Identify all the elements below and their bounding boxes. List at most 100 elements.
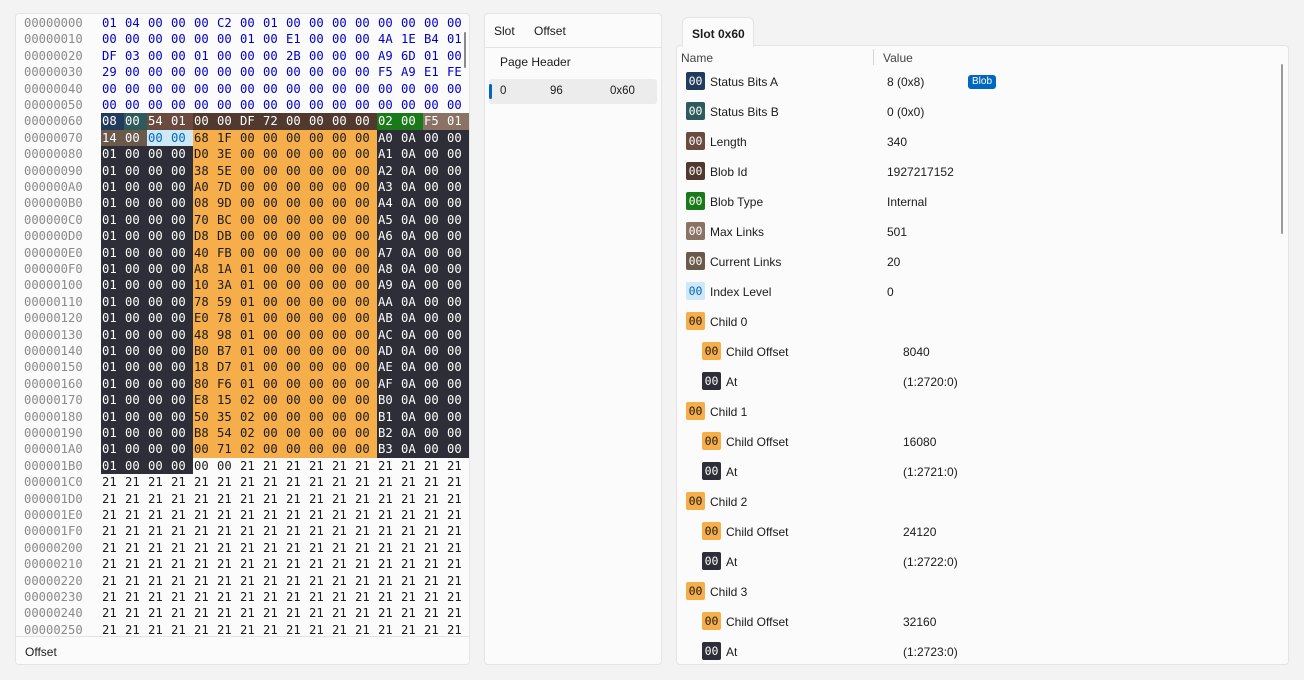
hex-byte[interactable]: 00 — [332, 65, 347, 80]
hex-byte[interactable]: 21 — [424, 475, 439, 490]
hex-byte[interactable]: 00 — [331, 228, 354, 245]
hex-byte[interactable]: 00 — [332, 16, 347, 30]
hex-byte[interactable]: 00 — [331, 113, 354, 130]
hex-byte[interactable]: 01 — [447, 32, 462, 47]
hex-byte[interactable]: 00 — [285, 425, 308, 442]
hex-byte[interactable]: 21 — [102, 540, 117, 555]
hex-byte[interactable]: 01 — [263, 16, 278, 30]
hex-byte[interactable]: 21 — [194, 475, 209, 490]
hex-byte[interactable]: 21 — [378, 590, 393, 604]
hex-byte[interactable]: 21 — [332, 491, 347, 506]
hex-byte[interactable]: 01 — [239, 359, 262, 376]
hex-byte[interactable]: 00 — [447, 48, 462, 63]
hex-byte[interactable]: 21 — [171, 606, 186, 621]
hex-byte[interactable]: 21 — [424, 524, 439, 539]
hex-byte[interactable]: 3A — [216, 277, 239, 294]
hex-byte[interactable]: 1E — [401, 32, 416, 47]
hex-byte[interactable]: 00 — [262, 392, 285, 409]
hex-byte[interactable]: 00 — [355, 32, 370, 47]
hex-byte[interactable]: F5 — [378, 65, 393, 80]
hex-byte[interactable]: FB — [216, 244, 239, 261]
hex-byte[interactable]: 00 — [308, 195, 331, 212]
hex-byte[interactable]: 00 — [378, 98, 393, 112]
hex-byte[interactable]: 29 — [102, 65, 117, 80]
hex-byte[interactable]: 00 — [124, 228, 147, 245]
hex-byte[interactable]: 21 — [217, 524, 232, 539]
hex-byte[interactable]: 00 — [124, 195, 147, 212]
hex-byte[interactable]: 00 — [170, 162, 193, 179]
hex-byte[interactable]: 21 — [355, 458, 370, 473]
hex-byte[interactable]: 00 — [308, 277, 331, 294]
hex-byte[interactable]: 21 — [286, 540, 301, 555]
hex-byte[interactable]: 21 — [102, 557, 117, 572]
hex-byte[interactable]: 00 — [147, 326, 170, 343]
hex-byte[interactable]: AE — [377, 359, 400, 376]
hex-byte[interactable]: 00 — [354, 408, 377, 425]
hex-byte[interactable]: 0A — [400, 162, 423, 179]
hex-byte[interactable]: 00 — [262, 195, 285, 212]
field-row[interactable]: 00 Child Offset 32160 — [702, 612, 1276, 642]
hex-byte[interactable]: 00 — [331, 359, 354, 376]
hex-byte[interactable]: 01 — [101, 179, 124, 196]
hex-byte[interactable]: 21 — [217, 491, 232, 506]
hex-byte[interactable]: 00 — [240, 81, 255, 96]
hex-byte[interactable]: 00 — [262, 244, 285, 261]
hex-byte[interactable]: 00 — [354, 375, 377, 393]
hex-byte[interactable]: 00 — [332, 81, 347, 96]
hex-byte[interactable]: 21 — [332, 557, 347, 572]
hex-byte[interactable]: 00 — [147, 359, 170, 376]
hex-byte[interactable]: 00 — [147, 129, 170, 147]
hex-byte[interactable]: 21 — [148, 475, 163, 490]
hex-byte[interactable]: 00 — [309, 65, 324, 80]
hex-byte[interactable]: DB — [216, 228, 239, 245]
hex-byte[interactable]: 0A — [400, 392, 423, 409]
hex-byte[interactable]: 00 — [354, 195, 377, 212]
hex-byte[interactable]: 00 — [147, 228, 170, 245]
hex-byte[interactable]: 00 — [262, 228, 285, 245]
hex-byte[interactable]: 21 — [263, 606, 278, 621]
hex-byte[interactable]: 21 — [355, 573, 370, 588]
hex-byte[interactable]: 21 — [355, 606, 370, 621]
hex-byte[interactable]: 21 — [240, 557, 255, 572]
hex-byte[interactable]: 21 — [332, 475, 347, 490]
hex-byte[interactable]: 00 — [148, 32, 163, 47]
hex-byte[interactable]: 00 — [262, 211, 285, 229]
hex-byte[interactable]: 00 — [446, 310, 469, 327]
hex-byte[interactable]: A9 — [401, 65, 416, 80]
hex-byte[interactable]: 00 — [354, 343, 377, 360]
hex-byte[interactable]: 00 — [309, 81, 324, 96]
hex-byte[interactable]: 00 — [263, 81, 278, 96]
hex-byte[interactable]: 04 — [125, 16, 140, 30]
hex-byte[interactable]: 00 — [285, 146, 308, 163]
hex-byte[interactable]: B2 — [377, 425, 400, 442]
hex-byte[interactable]: A2 — [377, 162, 400, 179]
hex-byte[interactable]: 00 — [124, 375, 147, 393]
hex-byte[interactable]: 00 — [332, 48, 347, 63]
hex-byte[interactable]: 00 — [217, 32, 232, 47]
hex-byte[interactable]: 00 — [354, 425, 377, 442]
hex-byte[interactable]: 00 — [308, 310, 331, 327]
hex-byte[interactable]: 00 — [124, 326, 147, 343]
hex-byte[interactable]: 00 — [446, 359, 469, 376]
hex-byte[interactable]: 21 — [263, 458, 278, 473]
hex-byte[interactable]: 00 — [239, 211, 262, 229]
hex-byte[interactable]: 21 — [286, 622, 301, 637]
hex-byte[interactable]: 00 — [170, 457, 193, 475]
hex-byte[interactable]: 0A — [400, 293, 423, 311]
hex-byte[interactable]: 00 — [331, 195, 354, 212]
column-header-value[interactable]: Value — [883, 51, 913, 65]
hex-byte[interactable]: 00 — [400, 113, 423, 130]
hex-byte[interactable]: A3 — [377, 179, 400, 196]
hex-byte[interactable]: 00 — [446, 179, 469, 196]
hex-byte[interactable]: 21 — [217, 475, 232, 490]
hex-byte[interactable]: 00 — [423, 343, 446, 360]
hex-byte[interactable]: 21 — [286, 524, 301, 539]
hex-byte[interactable]: 00 — [285, 129, 308, 147]
hex-byte[interactable]: AB — [377, 310, 400, 327]
hex-byte[interactable]: 00 — [262, 179, 285, 196]
hex-byte[interactable]: 00 — [263, 48, 278, 63]
hex-byte[interactable]: 00 — [170, 343, 193, 360]
hex-byte[interactable]: 00 — [331, 293, 354, 311]
hex-byte[interactable]: 00 — [424, 16, 439, 30]
hex-byte[interactable]: 21 — [194, 508, 209, 522]
